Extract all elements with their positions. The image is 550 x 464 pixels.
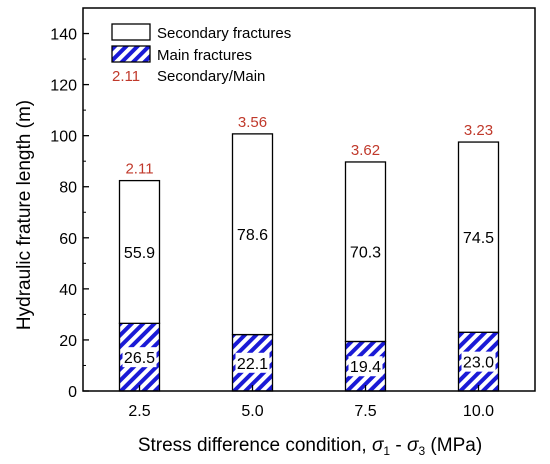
x-axis-title: Stress difference condition, σ1 - σ3 (MP… xyxy=(138,435,482,458)
ratio-value-label: 3.23 xyxy=(464,122,493,139)
main-value-label-bg xyxy=(122,347,157,368)
x-tick-label: 2.5 xyxy=(128,403,150,420)
secondary-value-label: 74.5 xyxy=(463,230,494,247)
ratio-value-label: 3.62 xyxy=(351,142,380,159)
legend-ratio-value: 2.11 xyxy=(112,68,140,85)
secondary-value-label: 55.9 xyxy=(124,245,155,262)
legend-label-main: Main fractures xyxy=(157,47,252,64)
y-tick-label: 40 xyxy=(59,282,77,299)
x-axis-sigma1: σ xyxy=(372,435,385,456)
x-axis-title-text: Stress difference condition, xyxy=(138,435,372,456)
x-axis-sub3: 3 xyxy=(418,444,425,458)
x-axis-sigma3: σ xyxy=(407,435,420,456)
main-value-label-bg xyxy=(461,351,496,372)
legend-swatch-secondary xyxy=(111,23,151,41)
ratio-value-label: 2.11 xyxy=(125,161,153,178)
plot-border xyxy=(82,7,536,392)
x-tick-label: 7.5 xyxy=(354,403,376,420)
legend-label-secondary: Secondary fractures xyxy=(157,25,291,42)
ratio-value-label: 3.56 xyxy=(238,114,267,131)
plot-frame xyxy=(82,7,536,392)
y-tick-label: 0 xyxy=(68,384,77,401)
main-value-label-bg xyxy=(348,356,383,377)
x-axis-dash: - xyxy=(390,435,407,456)
y-tick-label: 120 xyxy=(50,78,77,95)
y-axis-title: Hydraulic frature length (m) xyxy=(14,100,35,330)
legend: Secondary fractures Main fractures 2.11 … xyxy=(111,23,291,85)
main-value-label: 22.1 xyxy=(237,356,268,373)
secondary-value-label: 78.6 xyxy=(237,227,268,244)
bar-secondary-fractures xyxy=(344,161,387,343)
main-value-label: 23.0 xyxy=(463,355,494,372)
x-tick-label: 10.0 xyxy=(463,403,494,420)
y-axis: 0 20 40 60 80 100 120 140 xyxy=(50,27,89,401)
y-tick-label: 140 xyxy=(50,27,77,44)
legend-label-ratio: Secondary/Main xyxy=(157,68,265,85)
main-value-label: 26.5 xyxy=(124,350,155,367)
x-axis-sub1: 1 xyxy=(383,444,390,458)
y-tick-label: 80 xyxy=(59,180,77,197)
secondary-value-label: 70.3 xyxy=(350,245,381,262)
bars-group: 26.5 55.9 2.11 22.1 78.6 3.56 19.4 70.3 3.62 23.0… xyxy=(118,114,500,392)
x-tick-label: 5.0 xyxy=(241,403,263,420)
bar-secondary-fractures xyxy=(457,141,500,333)
y-tick-label: 100 xyxy=(50,129,77,146)
x-axis: 2.5 5.0 7.5 10.0 xyxy=(128,385,494,420)
bar-secondary-fractures xyxy=(118,179,161,324)
main-value-label-bg xyxy=(235,352,270,373)
bar-secondary-fractures xyxy=(231,133,274,336)
y-tick-label: 20 xyxy=(59,333,77,350)
legend-swatch-main xyxy=(111,45,151,63)
main-value-label: 19.4 xyxy=(350,359,381,376)
x-axis-unit: (MPa) xyxy=(425,435,482,456)
y-tick-label: 60 xyxy=(59,231,77,248)
